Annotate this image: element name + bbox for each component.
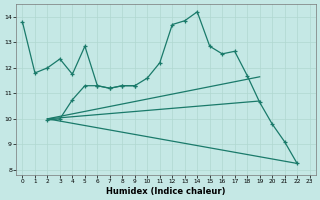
X-axis label: Humidex (Indice chaleur): Humidex (Indice chaleur) <box>106 187 226 196</box>
